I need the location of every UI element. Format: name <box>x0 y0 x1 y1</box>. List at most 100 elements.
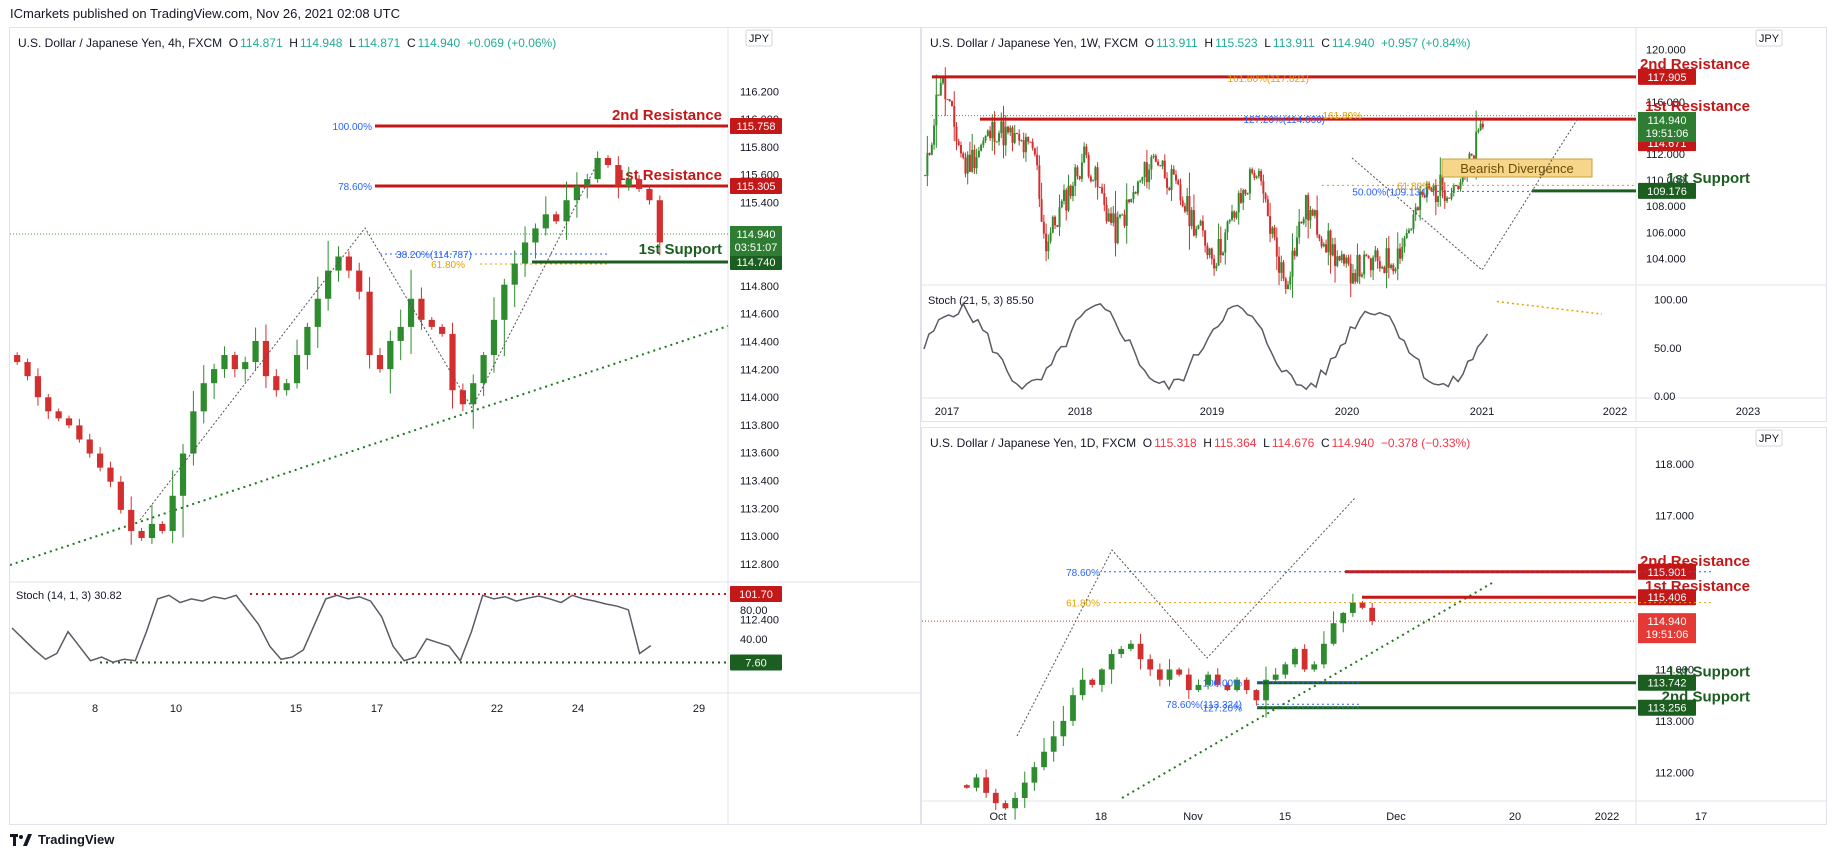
price-4h-candle <box>179 453 187 496</box>
price-badge-r2-1w-bg <box>1638 68 1696 85</box>
price-1w-candle <box>1358 255 1361 277</box>
price-1w-candle <box>1083 146 1086 163</box>
price-1w-candle <box>1170 169 1173 191</box>
price-4h-candle <box>480 355 487 384</box>
price-axis-4h-tick: 115.800 <box>740 142 779 154</box>
currency-label-4h-box <box>745 29 773 47</box>
chart-legend-1d: U.S. Dollar / Japanese Yen, 1D, FXCM O 11… <box>930 436 1471 450</box>
price-4h-candle <box>366 291 373 356</box>
price-badge-r2-1d: 115.901 <box>1648 567 1687 579</box>
price-1w-candle <box>1027 136 1030 142</box>
price-1w-candle <box>1439 174 1442 197</box>
price-4h-candle <box>273 376 280 391</box>
price-1w-candle <box>1183 206 1186 212</box>
price-1d-candle <box>1243 679 1250 691</box>
price-1w-candle <box>1069 185 1072 197</box>
price-4h-candle <box>128 509 135 531</box>
symbol-title-4h: U.S. Dollar / Japanese Yen, 4h, FXCM <box>18 36 223 50</box>
change-1d: −0.378 (−0.33%) <box>1380 436 1471 450</box>
price-4h-candle <box>242 362 249 370</box>
price-1w-candle <box>1432 185 1435 191</box>
price-4h-candle <box>563 200 570 222</box>
price-4h-candle <box>449 333 456 391</box>
price-1w-candle <box>1125 199 1128 226</box>
price-4h-candle <box>24 362 31 377</box>
price-1w-candle <box>968 154 971 172</box>
price-1w-candle <box>1242 190 1245 203</box>
price-1w-candle <box>966 154 969 174</box>
price-1w-candle <box>1071 185 1074 197</box>
price-1w-candle <box>1410 229 1413 231</box>
stoch-tick-4h: 40.00 <box>740 634 768 646</box>
price-1w-candle <box>1181 200 1184 207</box>
symbol-title-1w: U.S. Dollar / Japanese Yen, 1W, FXCM <box>930 36 1139 50</box>
price-1d-candle <box>1041 751 1047 768</box>
price-4h-candle <box>96 453 104 468</box>
price-1w-candle <box>993 121 996 142</box>
price-1w-candle <box>953 106 956 127</box>
uptrend-line-1d <box>1121 582 1493 799</box>
price-1w-candle <box>930 144 933 155</box>
price-badge-s1-1d: 113.742 <box>1648 678 1687 690</box>
fib-label-1w-3: 61.80% <box>1397 181 1431 192</box>
price-1w-candle <box>1356 255 1359 282</box>
price-1w-candle <box>1287 284 1289 290</box>
fib-label-1w-1: 161.80% <box>1323 111 1363 122</box>
price-1w-candle <box>1222 252 1225 256</box>
price-axis-1d-tick: 117.000 <box>1655 510 1694 522</box>
price-4h-candle <box>283 383 290 391</box>
chart-legend-4h: U.S. Dollar / Japanese Yen, 4h, FXCM O 11… <box>18 36 557 50</box>
stoch-badge-upper-4h-bg <box>730 586 782 603</box>
price-4h-candle <box>407 298 415 327</box>
price-1w-candle <box>1322 244 1325 247</box>
resistance-2-label-1w: 2nd Resistance <box>1640 56 1750 73</box>
price-4h-candle <box>190 411 197 454</box>
price-1w-candle <box>1119 215 1121 217</box>
price-1w-candle <box>995 141 998 143</box>
price-1w-candle <box>1246 193 1249 195</box>
price-4h-candle <box>439 326 446 334</box>
price-4h-candle <box>501 284 508 320</box>
price-4h-candle <box>635 179 643 189</box>
price-1w-candle <box>1257 171 1260 177</box>
price-1w-candle <box>1441 174 1444 191</box>
price-1d-candle <box>1214 674 1221 685</box>
price-1d-candle <box>1137 643 1144 660</box>
price-1w-candle <box>1318 234 1321 239</box>
tradingview-footer[interactable]: TradingView <box>10 832 114 847</box>
price-4h-candle <box>86 439 93 454</box>
price-axis-4h-tick: 112.800 <box>740 559 779 571</box>
support-1-label-1w: 1st Support <box>1667 170 1750 187</box>
price-1w-candle <box>1098 187 1101 189</box>
price-1d-candle <box>1012 798 1018 809</box>
price-axis-4h-tick: 115.400 <box>740 198 779 210</box>
tradingview-logo-icon <box>10 833 32 846</box>
chart-panel-1d[interactable]: U.S. Dollar / Japanese Yen, 1D, FXCM O 11… <box>921 427 1827 825</box>
price-1d-candle <box>1108 654 1115 670</box>
price-axis-4h-tick: 114.400 <box>740 337 779 349</box>
price-badge-s1-4h-bg <box>730 254 782 270</box>
fib-100-label-4h: 100.00% <box>333 122 373 133</box>
pattern-zigzag-1d <box>1016 497 1356 737</box>
price-1w-candle <box>1363 254 1366 275</box>
price-1w-candle <box>948 99 951 102</box>
price-1w-candle <box>1282 262 1285 279</box>
price-1w-candle <box>998 133 1001 142</box>
price-1w-candle <box>1101 187 1104 194</box>
price-4h-candle <box>325 270 332 299</box>
chart-panel-4h[interactable]: U.S. Dollar / Japanese Yen, 4h, FXCM O 11… <box>9 27 921 825</box>
countdown-1d: 19:51:06 <box>1646 629 1689 641</box>
price-1d-candle <box>1185 674 1192 691</box>
price-1w-candle <box>1045 233 1048 252</box>
price-1d-candle <box>1205 674 1211 685</box>
price-1w-candle <box>1385 248 1388 273</box>
stoch-badge-lower-4h: 7.60 <box>745 657 766 669</box>
price-1w-candle <box>989 130 992 139</box>
price-4h-candle <box>252 340 259 363</box>
price-1w-candle <box>1145 162 1148 183</box>
price-1w-candle <box>1300 221 1303 224</box>
resistance-2-label-4h: 2nd Resistance <box>612 107 722 124</box>
price-4h-candle <box>646 188 653 201</box>
price-1d-candle <box>1321 643 1327 665</box>
chart-panel-1w[interactable]: U.S. Dollar / Japanese Yen, 1W, FXCM O 11… <box>921 27 1827 422</box>
